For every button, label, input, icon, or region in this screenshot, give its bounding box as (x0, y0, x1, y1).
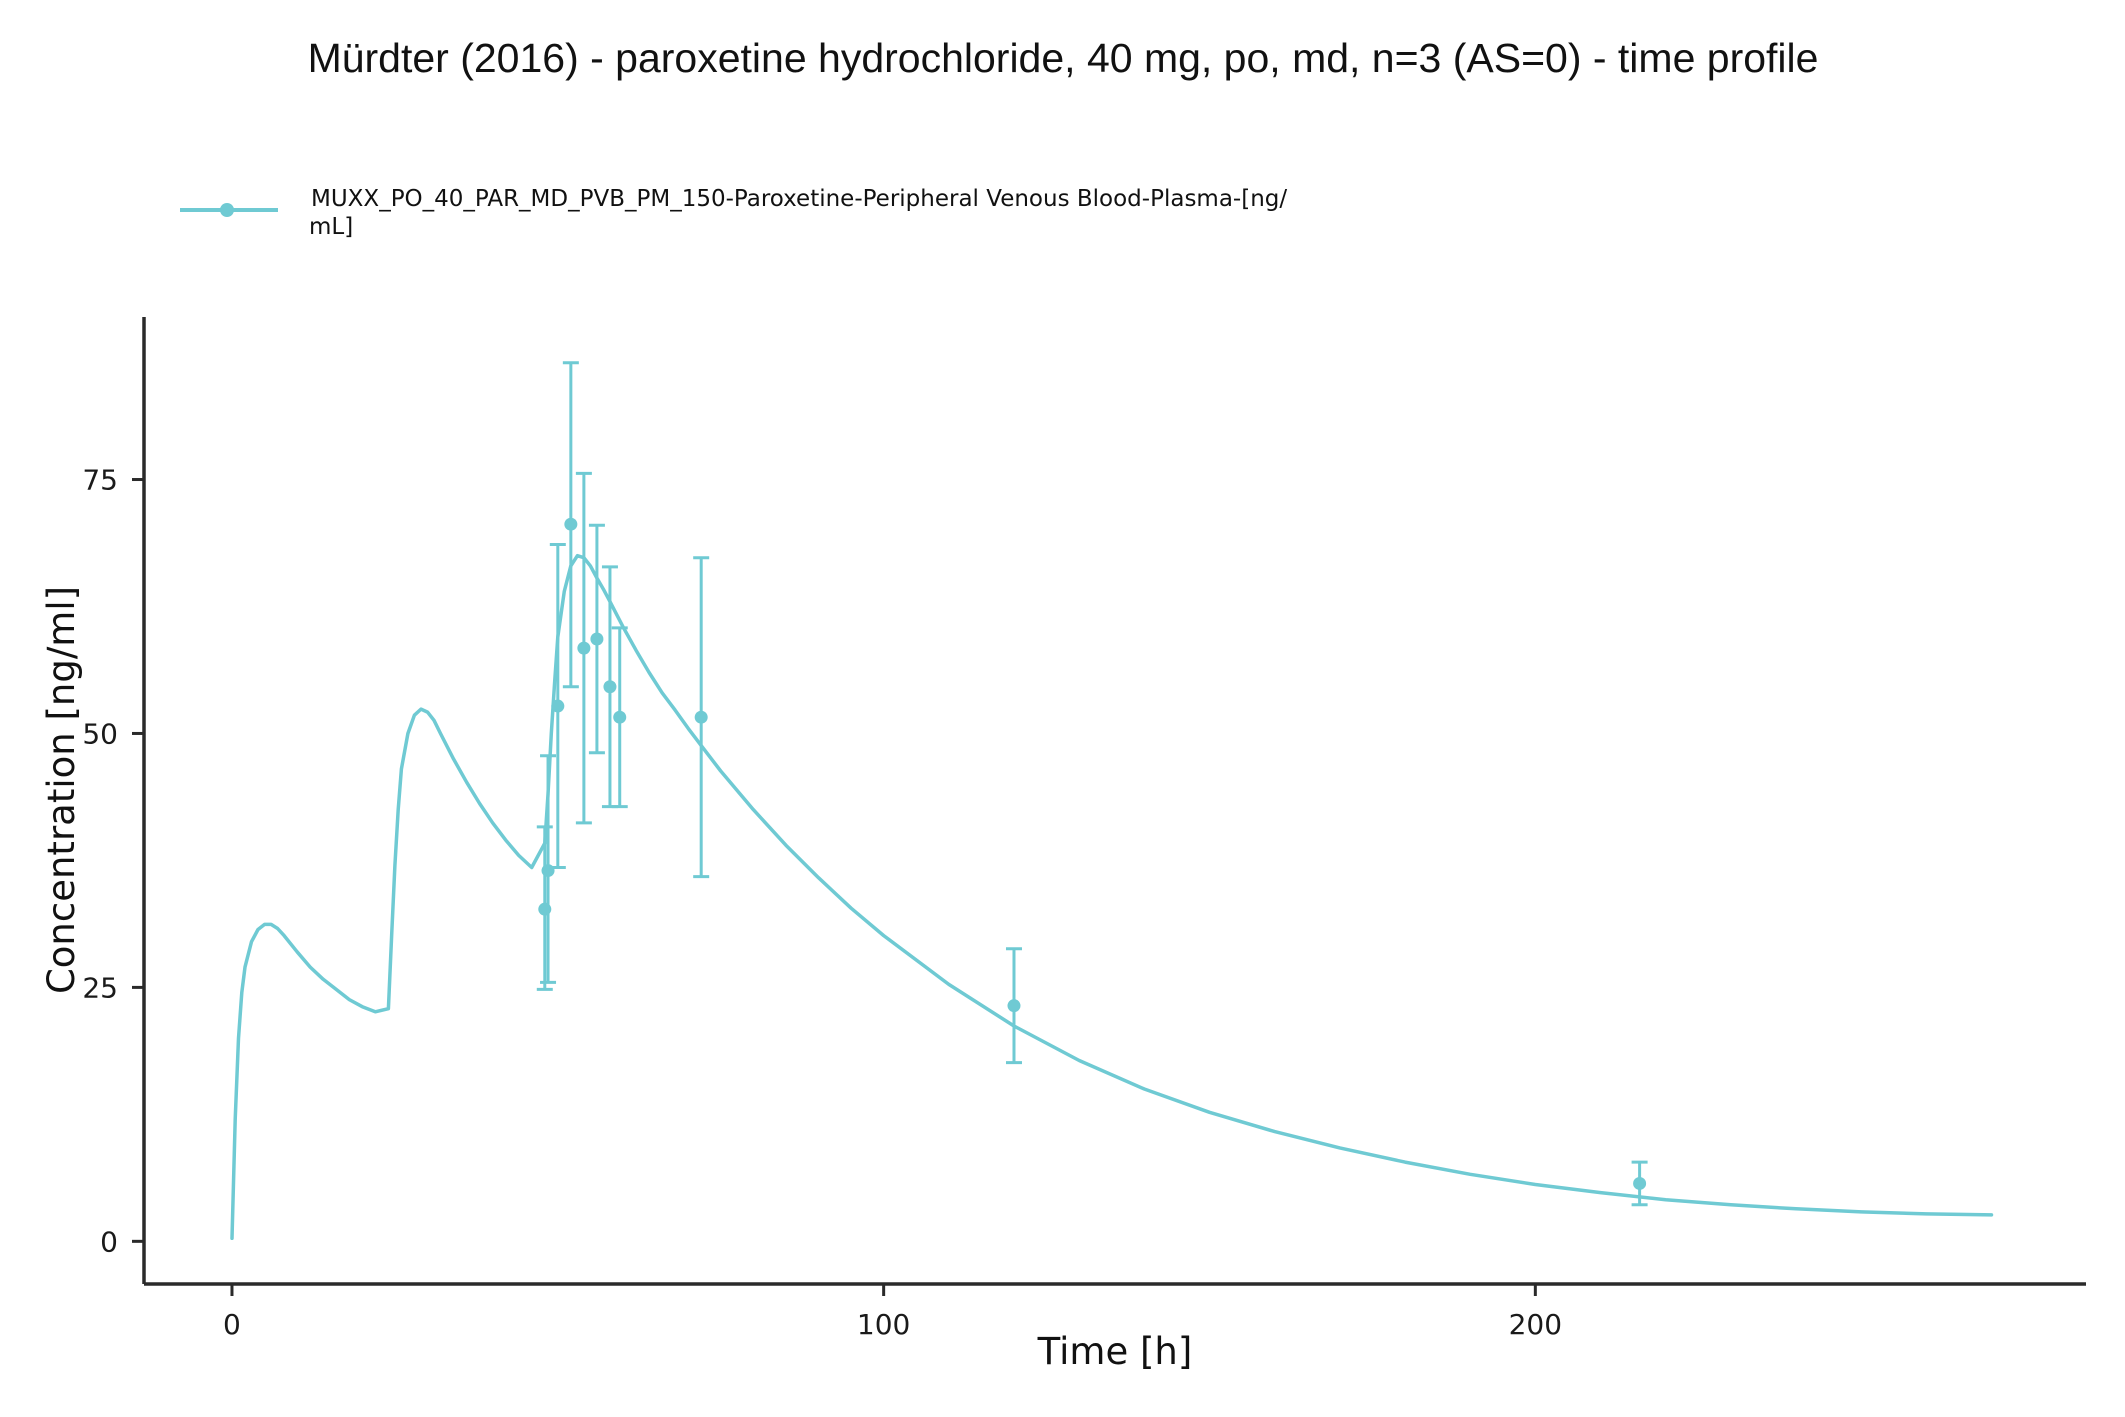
observed-point (603, 680, 617, 694)
simulation-line (230, 553, 1994, 1241)
observed-point (577, 641, 591, 655)
legend: MUXX_PO_40_PAR_MD_PVB_PM_150-Paroxetine-… (180, 186, 1287, 240)
observed-point (1007, 999, 1021, 1013)
observed-point (564, 517, 578, 531)
observed-layer (536, 361, 1648, 1207)
simulation-layer (230, 553, 1994, 1241)
legend-point-swatch (220, 203, 234, 217)
observed-point (1633, 1176, 1647, 1190)
chart-title: Mürdter (2016) - paroxetine hydrochlorid… (308, 35, 1819, 81)
observed-point (541, 864, 555, 878)
x-tick-label: 0 (223, 1308, 241, 1341)
legend-label-line1: MUXX_PO_40_PAR_MD_PVB_PM_150-Paroxetine-… (311, 186, 1287, 212)
observed-point (551, 699, 565, 713)
x-axis-ticks: 0 100 200 (223, 1284, 1562, 1341)
x-tick-label: 100 (857, 1308, 910, 1341)
y-tick-label: 25 (82, 971, 118, 1004)
observed-point (694, 710, 708, 724)
y-axis-ticks: 0 25 50 75 (82, 464, 144, 1258)
y-tick-label: 75 (82, 464, 118, 497)
y-axis-title: Concentration [ng/ml] (40, 586, 83, 994)
y-tick-label: 0 (100, 1225, 118, 1258)
x-axis-title: Time [h] (1037, 1330, 1193, 1373)
legend-label-line2: mL] (309, 214, 353, 240)
x-tick-label: 200 (1509, 1308, 1562, 1341)
y-tick-label: 50 (82, 717, 118, 750)
observed-point (613, 710, 627, 724)
observed-point (590, 632, 604, 646)
